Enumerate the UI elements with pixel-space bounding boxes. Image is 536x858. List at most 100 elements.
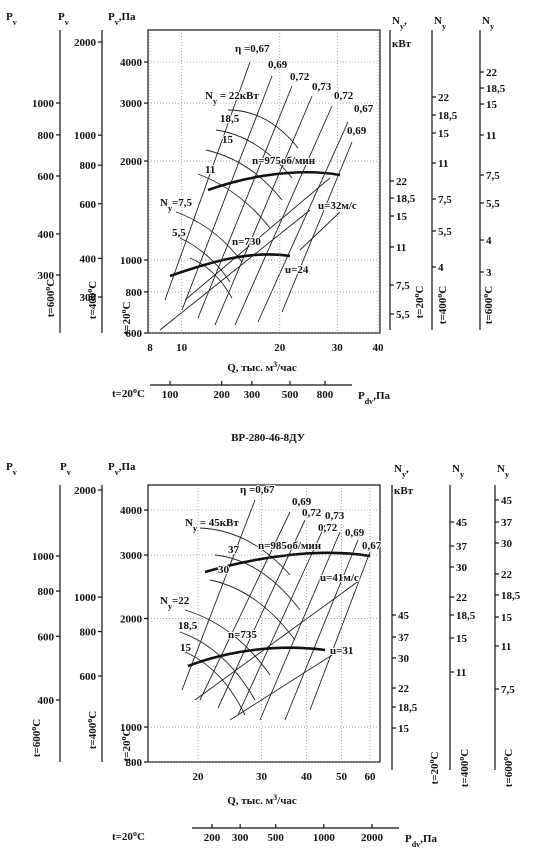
axis-header-part: y [505, 470, 509, 479]
axis-header-part: P [108, 11, 115, 23]
curve-label: 18,5 [178, 620, 198, 632]
axis-header-part: y [490, 22, 494, 31]
tick-label: 600 [80, 671, 97, 683]
curve-label-part: N [160, 197, 168, 209]
tick-label: 22 [501, 569, 513, 581]
axis-header: Ny, [392, 15, 407, 31]
tick-label: 22 [438, 92, 450, 104]
axis-caption-part: o [119, 310, 128, 314]
curve-label: 0,73 [312, 81, 332, 93]
tick-label: 22 [456, 592, 468, 604]
axis-label: Q, тыс. м3/час [227, 360, 297, 375]
curve-label-part: =7,5 [172, 197, 193, 209]
curve-label-part: y [168, 602, 172, 611]
tick-label: 800 [38, 130, 55, 142]
axis-header-part: , [404, 15, 407, 27]
axis-caption: t=20oC [119, 302, 134, 335]
axis-header-part: P [60, 461, 67, 473]
axis-header: Ny [452, 463, 464, 479]
axis-caption-part: C [503, 749, 515, 757]
axis-caption-part: o [427, 760, 436, 764]
tick-label: 7,5 [396, 280, 410, 292]
axis-caption-part: o [85, 289, 94, 293]
tick-label: 3000 [120, 98, 143, 110]
tick-label: 1000 [313, 832, 336, 844]
tick-label: 600 [126, 328, 143, 340]
curve-label: n=985об/мин [258, 540, 322, 552]
axis-caption-part: C [31, 719, 43, 727]
axis-label-part: Q, тыс. м [227, 795, 273, 807]
tick-label: 800 [126, 757, 143, 769]
axis-caption-part: t=600 [45, 290, 57, 317]
axis-caption-part: t=400 [87, 722, 99, 749]
tick-label: 2000 [120, 156, 143, 168]
axis-label-part: P [358, 390, 365, 402]
axis-header-part: N [392, 15, 400, 27]
tick-label: 300 [38, 270, 55, 282]
tick-label: 4 [486, 235, 492, 247]
axis-caption-part: C [121, 302, 133, 310]
axis-header-part: N [497, 463, 505, 475]
curve-label: n=975об/мин [252, 155, 316, 167]
tick-label: 15 [456, 633, 468, 645]
curve-label: u=41м/с [320, 572, 359, 584]
tick-label: 50 [336, 771, 348, 783]
axis-label-part: 3 [273, 360, 277, 369]
tick-label: 30 [398, 653, 410, 665]
axis-header-part: ,Па [119, 461, 136, 473]
axis-caption: t=400oC [457, 749, 472, 787]
tick-label: 800 [126, 287, 143, 299]
axis-unit: кВт [394, 485, 414, 497]
curve-label-part: y [213, 97, 217, 106]
axis-unit: кВт [392, 38, 412, 50]
tick-label: 18,5 [396, 193, 416, 205]
axis-label-part: /час [276, 362, 297, 374]
tick-label: 5,5 [396, 309, 410, 321]
tick-label: 2000 [361, 832, 384, 844]
tick-label: 1000 [32, 551, 55, 563]
curve-label: 0,67 [362, 540, 382, 552]
curve-label: 0,69 [292, 496, 312, 508]
tick-label: 400 [38, 695, 55, 707]
tick-label: 4000 [120, 57, 143, 69]
curve-label: 0,72 [302, 507, 322, 519]
curve-label: 18,5 [220, 113, 240, 125]
tick-label: 3 [486, 267, 492, 279]
tick-label: 10 [176, 342, 188, 354]
axis-caption-part: o [457, 757, 466, 761]
curve-label: u=32м/с [318, 200, 357, 212]
axis-caption-part: C [437, 286, 449, 294]
axis-prefix: t=20oC [112, 386, 145, 401]
axis-header: Ny [497, 463, 509, 479]
tick-label: 300 [232, 832, 249, 844]
tick-label: 18,5 [501, 590, 521, 602]
curve-label: 0,73 [325, 510, 345, 522]
curve-label-part: N [185, 517, 193, 529]
tick-label: 18,5 [398, 702, 418, 714]
axis-caption-part: C [45, 279, 57, 287]
curve-label: n=735 [228, 629, 257, 641]
curve-label: Ny=7,5 [160, 197, 192, 213]
axis-caption-part: t=400 [87, 292, 99, 319]
axis-caption-part: t=20 [414, 297, 426, 318]
tick-label: 300 [80, 292, 97, 304]
tick-label: 1000 [120, 722, 143, 734]
axis-header-part: P [108, 461, 115, 473]
tick-label: 1000 [74, 130, 97, 142]
axis-header-part: y [400, 22, 404, 31]
tick-label: 1000 [74, 592, 97, 604]
tick-label: 11 [438, 158, 448, 170]
axis-caption-part: o [85, 719, 94, 723]
curve-label-part: y [193, 524, 197, 533]
curve-label-part: N [205, 90, 213, 102]
axis-caption-part: o [481, 294, 490, 298]
tick-label: 400 [38, 229, 55, 241]
tick-label: 1000 [32, 98, 55, 110]
axis-caption-part: t=20 [121, 313, 133, 334]
axis-caption-part: o [412, 294, 421, 298]
tick-label: 15 [486, 99, 498, 111]
tick-label: 22 [398, 683, 410, 695]
axis-header-part: v [65, 18, 69, 27]
axis-header-part: N [482, 15, 490, 27]
